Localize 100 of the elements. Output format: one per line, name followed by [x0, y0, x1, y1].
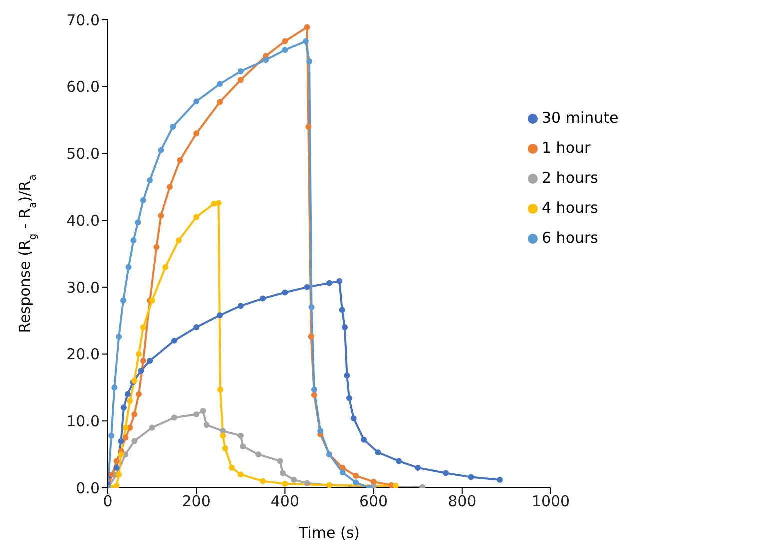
point [204, 422, 210, 428]
legend-label: 4 hours [542, 199, 598, 217]
point [149, 424, 156, 431]
point [194, 130, 200, 137]
y-tick-label: 70.0 [66, 11, 100, 30]
point [238, 432, 244, 439]
point [260, 478, 266, 484]
point [116, 334, 122, 340]
point [468, 474, 474, 480]
x-tick-label: 600 [359, 492, 388, 511]
point [311, 386, 318, 393]
point [140, 324, 146, 331]
legend-label: 6 hours [542, 229, 598, 247]
point [158, 212, 164, 219]
point [135, 220, 142, 226]
y-tick-label: 20.0 [66, 346, 100, 364]
point [282, 480, 288, 487]
point [282, 290, 288, 296]
point [147, 358, 154, 364]
point [120, 298, 127, 304]
point [217, 99, 224, 106]
point [170, 124, 176, 130]
point [132, 411, 138, 418]
point [130, 238, 137, 244]
x-tick-label: 200 [182, 492, 211, 511]
point [154, 244, 160, 250]
point [280, 470, 286, 476]
point [114, 464, 120, 471]
point [342, 324, 348, 331]
point [217, 81, 224, 88]
x-tick-label: 800 [448, 492, 477, 511]
point [304, 480, 310, 486]
point [304, 284, 310, 290]
point [108, 432, 115, 439]
point [260, 296, 266, 302]
legend-label: 1 hour [542, 139, 591, 157]
x-tick-label: 400 [270, 492, 300, 511]
point [361, 436, 368, 443]
point [126, 264, 132, 270]
point [282, 47, 288, 54]
point [127, 398, 134, 404]
y-tick-label: 10.0 [66, 412, 100, 430]
x-tick-label: 1000 [532, 492, 570, 511]
x-axis-title: Time (s) [298, 524, 360, 542]
point [318, 428, 324, 434]
point [194, 98, 200, 105]
point [291, 476, 298, 483]
point [114, 482, 120, 488]
point [311, 392, 318, 398]
point [118, 438, 124, 444]
point [171, 414, 178, 421]
point [118, 452, 124, 458]
point [140, 358, 146, 364]
point [238, 77, 244, 84]
point [167, 184, 174, 190]
point [339, 307, 346, 314]
point [396, 458, 402, 464]
point [147, 177, 154, 184]
point [220, 432, 226, 439]
point [306, 58, 313, 64]
point [138, 368, 144, 374]
point [350, 415, 357, 422]
point [136, 391, 142, 398]
point [177, 157, 184, 164]
point [344, 372, 350, 379]
point [375, 450, 382, 456]
point [308, 304, 315, 310]
y-tick-label: 0.0 [76, 479, 100, 498]
point [353, 472, 360, 479]
point [122, 434, 129, 441]
point [306, 124, 312, 130]
point [176, 238, 182, 244]
point [340, 470, 346, 476]
point [112, 384, 118, 391]
point [194, 214, 200, 220]
point [326, 280, 332, 286]
point [194, 324, 200, 331]
point [240, 444, 246, 450]
point [194, 411, 200, 418]
point [136, 351, 142, 358]
point [140, 198, 146, 204]
point [346, 395, 352, 402]
point [114, 458, 120, 464]
y-tick-label: 30.0 [66, 278, 100, 297]
point [162, 264, 169, 270]
point [122, 424, 129, 431]
x-tick-label: 0 [103, 492, 113, 511]
point [303, 38, 310, 44]
point [263, 57, 270, 64]
point [443, 470, 450, 476]
y-tick-label: 50.0 [66, 145, 100, 164]
point [256, 452, 262, 458]
point [217, 312, 224, 319]
point [116, 472, 122, 478]
y-tick-label: 60.0 [66, 78, 100, 96]
point [308, 334, 314, 340]
point [277, 458, 284, 464]
point [415, 464, 422, 471]
point [158, 147, 164, 154]
y-tick-label: 40.0 [66, 212, 100, 230]
